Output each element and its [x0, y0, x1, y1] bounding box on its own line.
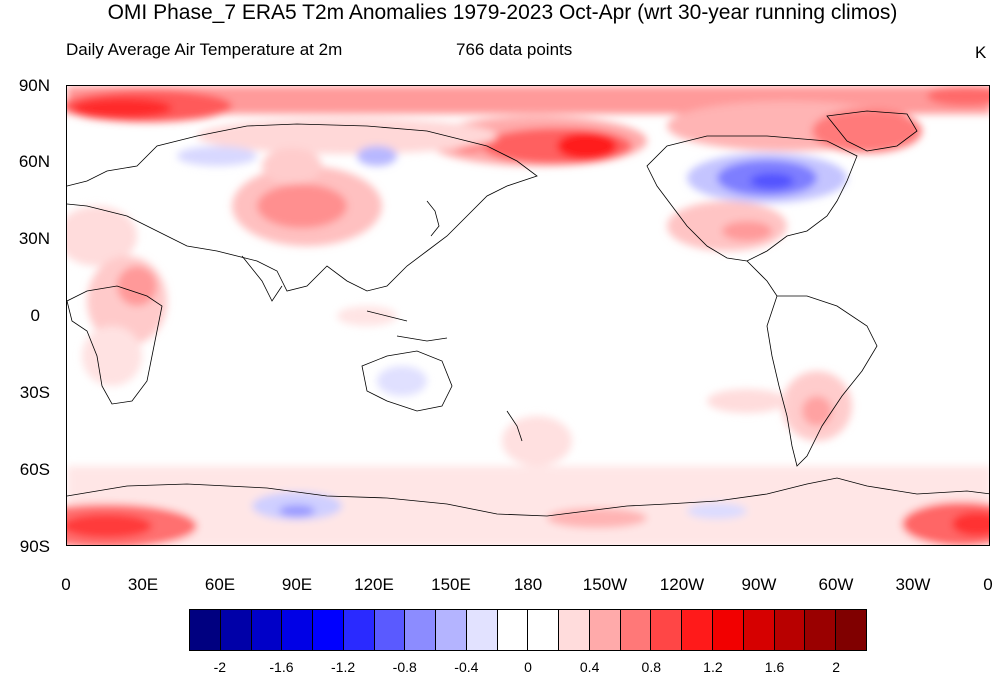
lon-label-90e: 90E [281, 575, 313, 594]
colorbar-tick-label: 0 [524, 659, 532, 675]
colorbar-swatch [805, 610, 837, 650]
colorbar-swatch [466, 610, 498, 650]
lon-label-60w: 60W [818, 575, 854, 594]
colorbar-tick-label: -1.6 [269, 659, 294, 675]
units-label: K [975, 43, 987, 62]
colorbar-swatch [436, 610, 467, 650]
colorbar-swatch [405, 610, 437, 650]
anomaly-shading [67, 86, 989, 545]
colorbar-swatch [220, 610, 252, 650]
lon-label-0: 0 [61, 575, 71, 594]
colorbar-swatch [651, 610, 683, 650]
colorbar-tick-label: 1.6 [764, 659, 785, 675]
colorbar-swatch [251, 610, 283, 650]
lat-label-eq: 0 [30, 306, 40, 325]
colorbar-swatch [343, 610, 375, 650]
colorbar-tick-label: 1.2 [703, 659, 723, 675]
lat-label-60n: 60N [18, 152, 50, 171]
colorbar-swatch [774, 610, 806, 650]
colorbar-tick-label: -1.2 [331, 659, 356, 675]
map-plot-area [66, 85, 990, 546]
lon-label-150w: 150W [582, 575, 628, 594]
colorbar-swatch [282, 610, 314, 650]
colorbar-swatch [313, 610, 344, 650]
colorbar-tick-label: 0.8 [641, 659, 661, 675]
anomaly-map [67, 86, 989, 545]
lon-label-0-end: 0 [983, 575, 993, 594]
colorbar-swatch [682, 610, 714, 650]
lat-label-30s: 30S [19, 383, 50, 402]
lat-label-60s: 60S [19, 460, 50, 479]
colorbar-swatch [190, 610, 221, 650]
lon-label-120e: 120E [354, 575, 394, 594]
colorbar-swatch [589, 610, 621, 650]
lon-label-90w: 90W [741, 575, 777, 594]
lon-label-60e: 60E [204, 575, 236, 594]
lon-label-180: 180 [513, 575, 543, 594]
colorbar-swatch [374, 610, 406, 650]
colorbar-tick-label: 0.4 [579, 659, 600, 675]
colorbar-swatch [528, 610, 560, 650]
colorbar-tick-label: 2 [832, 659, 841, 675]
colorbar-swatch [713, 610, 744, 650]
colorbar-tick-label: -2 [213, 659, 227, 675]
lat-label-30n: 30N [18, 229, 50, 248]
coastlines [67, 110, 989, 517]
colorbar-swatch [497, 610, 529, 650]
colorbar-tick-label: -0.8 [392, 659, 417, 675]
variable-subtitle: Daily Average Air Temperature at 2m [66, 40, 343, 59]
colorbar-swatch [743, 610, 775, 650]
colorbar-tick-label: -0.4 [454, 659, 479, 675]
chart-title: OMI Phase_7 ERA5 T2m Anomalies 1979-2023… [107, 1, 898, 24]
lon-label-30w: 30W [895, 575, 931, 594]
lon-label-120w: 120W [659, 575, 705, 594]
colorbar-swatch [620, 610, 652, 650]
lat-label-90s: 90S [19, 537, 50, 556]
colorbar-swatch [836, 610, 866, 650]
lat-label-90n: 90N [18, 76, 50, 95]
lon-label-150e: 150E [431, 575, 471, 594]
lon-label-30e: 30E [127, 575, 159, 594]
data-points-subtitle: 766 data points [456, 40, 573, 59]
colorbar [189, 609, 867, 651]
colorbar-swatch [559, 610, 590, 650]
